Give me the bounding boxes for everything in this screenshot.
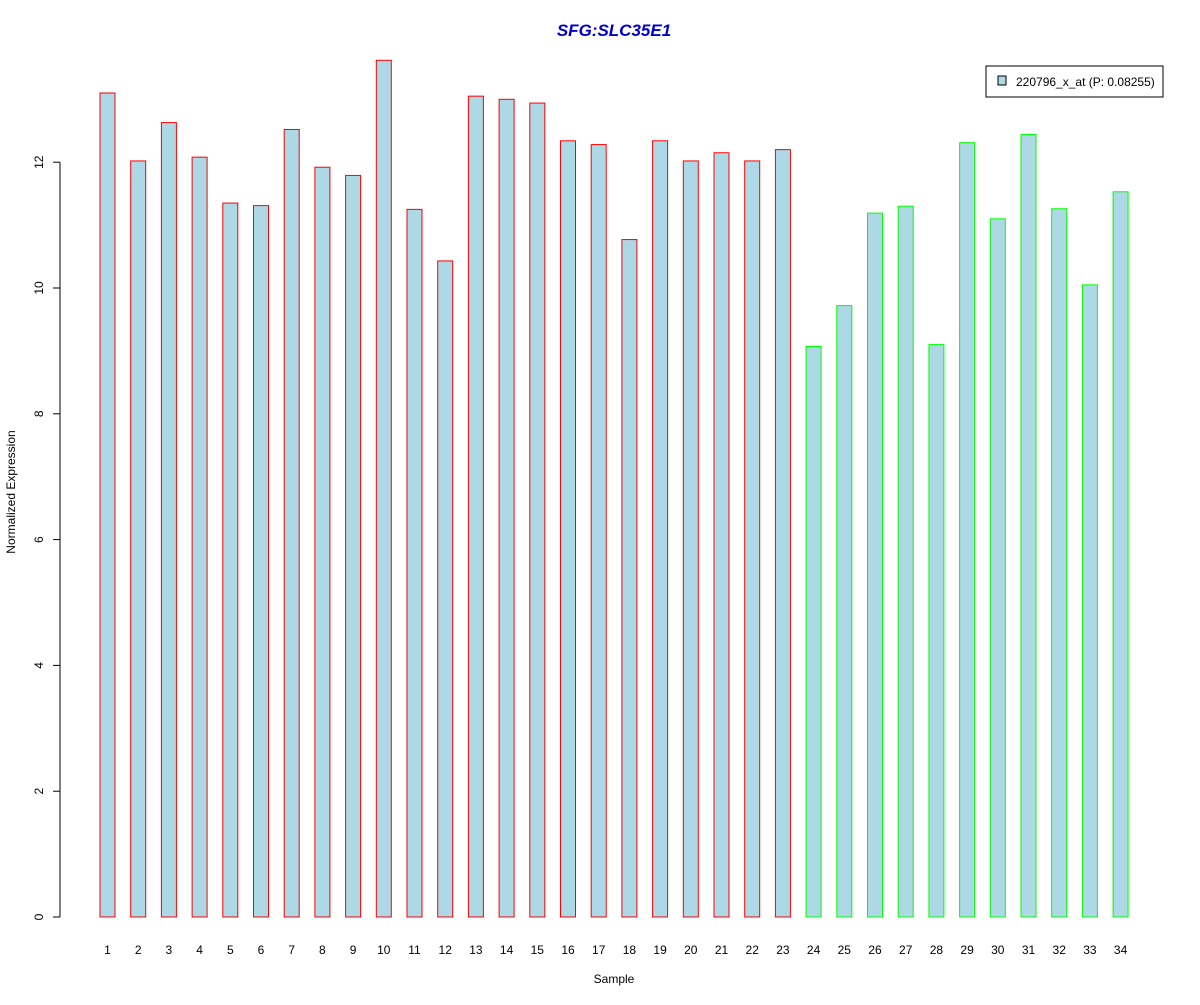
- x-tick-label: 3: [166, 943, 173, 957]
- bar: [99, 92, 116, 918]
- x-tick-label: 16: [561, 943, 575, 957]
- bar: [713, 152, 730, 918]
- x-tick-label: 10: [377, 943, 391, 957]
- x-tick-label: 22: [746, 943, 760, 957]
- bar: [498, 98, 515, 918]
- chart-title: SFG:SLC35E1: [557, 21, 671, 40]
- bar: [130, 160, 147, 918]
- legend: 220796_x_at (P: 0.08255): [985, 65, 1164, 98]
- legend-box: [985, 65, 1164, 98]
- bar: [590, 144, 607, 918]
- bar: [529, 102, 546, 918]
- x-tick-label: 23: [776, 943, 790, 957]
- y-tick-label: 10: [32, 281, 46, 295]
- bar: [345, 174, 362, 918]
- bar: [283, 128, 300, 918]
- x-tick-label: 15: [531, 943, 545, 957]
- bar: [621, 239, 638, 918]
- bar: [437, 260, 454, 918]
- x-tick-label: 26: [868, 943, 882, 957]
- y-tick-label: 8: [32, 410, 46, 417]
- bar: [805, 345, 822, 918]
- x-tick-label: 33: [1083, 943, 1097, 957]
- x-tick-label: 20: [684, 943, 698, 957]
- x-tick-label: 30: [991, 943, 1005, 957]
- x-tick-label: 11: [408, 943, 421, 957]
- x-tick-label: 13: [469, 943, 483, 957]
- bar: [744, 160, 761, 918]
- bar: [467, 95, 484, 918]
- x-tick-label: 17: [592, 943, 606, 957]
- x-tick-label: 4: [196, 943, 203, 957]
- x-tick-label: 24: [807, 943, 821, 957]
- x-tick-label: 14: [500, 943, 514, 957]
- legend-label: 220796_x_at (P: 0.08255): [1016, 75, 1155, 89]
- bar: [191, 156, 208, 918]
- bar: [253, 205, 269, 918]
- y-axis: 0 2 4 6 8 10 12: [32, 155, 61, 920]
- x-tick-label: 8: [319, 943, 326, 957]
- x-tick-label: 31: [1022, 943, 1036, 957]
- x-tick-label: 1: [104, 943, 111, 957]
- x-tick-label: 5: [227, 943, 234, 957]
- bar: [1112, 191, 1129, 918]
- x-tick-label: 9: [350, 943, 357, 957]
- x-axis-label: Sample: [594, 972, 635, 986]
- bar: [867, 212, 883, 918]
- bar: [560, 140, 576, 918]
- bar: [222, 202, 239, 918]
- y-axis-label: Normalized Expression: [4, 430, 18, 553]
- bar: [774, 149, 791, 918]
- bar: [375, 59, 392, 918]
- y-tick-label: 4: [32, 662, 46, 669]
- y-tick-label: 2: [32, 788, 46, 795]
- x-tick-label: 19: [653, 943, 667, 957]
- bar: [406, 208, 423, 918]
- x-tick-label: 34: [1114, 943, 1128, 957]
- bar: [836, 305, 853, 918]
- bar: [682, 160, 699, 918]
- bar: [989, 218, 1006, 918]
- bar: [652, 140, 669, 918]
- x-tick-label: 25: [838, 943, 852, 957]
- x-tick-label: 27: [899, 943, 913, 957]
- x-tick-label: 32: [1053, 943, 1067, 957]
- x-tick-label: 28: [930, 943, 944, 957]
- bar: [1051, 208, 1068, 918]
- bar: [897, 205, 914, 918]
- bar: [1081, 284, 1098, 918]
- bars-group: [99, 59, 1129, 918]
- x-tick-label: 2: [135, 943, 142, 957]
- x-tick-label: 21: [715, 943, 729, 957]
- bar: [160, 122, 177, 918]
- bar: [1020, 134, 1037, 918]
- bar: [959, 142, 976, 918]
- x-tick-label: 6: [258, 943, 265, 957]
- y-tick-label: 6: [32, 536, 46, 543]
- y-tick-label: 0: [32, 913, 46, 920]
- x-tick-label: 7: [288, 943, 295, 957]
- legend-swatch: [997, 75, 1007, 86]
- x-tick-label: 29: [960, 943, 974, 957]
- bar: [928, 344, 945, 918]
- y-tick-label: 12: [32, 155, 46, 169]
- x-axis: 1 2 3 4 5 6 7 8 9 10 11 12 13 14 15 16 17 18 19 20 21 22 23 24 2…: [104, 943, 1127, 957]
- x-tick-label: 18: [623, 943, 637, 957]
- x-tick-label: 12: [439, 943, 453, 957]
- bar: [314, 166, 331, 918]
